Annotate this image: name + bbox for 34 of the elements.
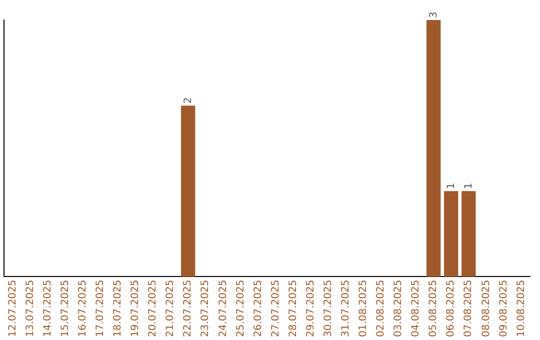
data-label: 1: [464, 182, 475, 190]
x-tick-label: 13.07.2025: [24, 280, 36, 338]
data-label: 2: [183, 97, 194, 104]
x-tick-label: 22.07.2025: [182, 280, 194, 338]
x-tick-label: 17.07.2025: [95, 280, 106, 338]
x-tick-label: 09.08.2025: [498, 280, 510, 338]
x-tick-label: 05.08.2025: [428, 280, 440, 338]
x-tick-label: 31.07.2025: [340, 280, 352, 338]
x-tick-label: 10.08.2025: [516, 280, 527, 338]
x-tick-label: 30.07.2025: [322, 280, 334, 338]
x-tick-label: 15.07.2025: [60, 280, 71, 338]
data-label: 1: [446, 182, 458, 190]
x-tick-label: 19.07.2025: [130, 280, 142, 338]
x-tick-label: 23.07.2025: [200, 280, 212, 338]
x-tick-label: 20.07.2025: [148, 280, 159, 338]
x-tick-label: 29.07.2025: [305, 280, 316, 338]
x-tick-label: 16.07.2025: [77, 280, 88, 338]
x-tick-label: 03.08.2025: [393, 280, 404, 338]
x-tick-label: 27.07.2025: [270, 280, 282, 338]
x-tick-label: 04.08.2025: [410, 280, 422, 338]
x-tick-label: 07.08.2025: [463, 280, 474, 338]
x-tick-label: 08.08.2025: [480, 280, 492, 338]
data-label: 3: [428, 12, 440, 18]
x-tick-label: 25.07.2025: [235, 280, 246, 338]
x-tick-label: 26.07.2025: [252, 280, 264, 338]
x-tick-label: 02.08.2025: [376, 280, 387, 338]
x-tick-label: 24.07.2025: [218, 280, 229, 338]
x-tick-label: 14.07.2025: [42, 280, 54, 338]
x-tick-label: 21.07.2025: [165, 280, 176, 338]
x-tick-label: 06.08.2025: [446, 280, 457, 338]
x-tick-label: 18.07.2025: [112, 280, 124, 338]
x-tick-label: 01.08.2025: [358, 280, 370, 338]
x-tick-label: 12.07.2025: [7, 280, 18, 338]
x-tick-label: 28.07.2025: [288, 280, 299, 338]
